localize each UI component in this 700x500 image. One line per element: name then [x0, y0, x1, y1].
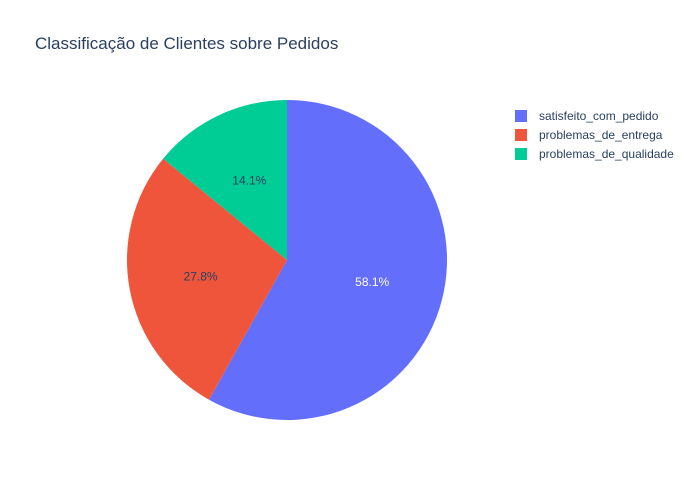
legend-label: problemas_de_qualidade: [539, 146, 674, 161]
legend-item-entrega[interactable]: problemas_de_entrega: [515, 125, 695, 144]
legend-item-qualidade[interactable]: problemas_de_qualidade: [515, 144, 695, 163]
pie-slice-problemas-de-qualidade[interactable]: [163, 100, 287, 260]
legend-item-satisfeito[interactable]: satisfeito_com_pedido: [515, 106, 695, 125]
chart-title: Classificação de Clientes sobre Pedidos: [35, 34, 339, 53]
slice-percent-label: 27.8%: [184, 269, 218, 283]
pie-slice-problemas-de-entrega[interactable]: [127, 158, 287, 400]
legend-swatch: [515, 109, 527, 122]
legend-label: problemas_de_entrega: [539, 127, 663, 142]
legend-label: satisfeito_com_pedido: [539, 108, 659, 123]
pie-slice-satisfeito-com-pedido[interactable]: [209, 100, 447, 420]
legend-swatch: [515, 147, 527, 160]
slice-percent-label: 58.1%: [355, 275, 389, 289]
legend-swatch: [515, 128, 527, 141]
slice-percent-label: 14.1%: [232, 173, 266, 187]
legend: satisfeito_com_pedido problemas_de_entre…: [515, 106, 695, 163]
